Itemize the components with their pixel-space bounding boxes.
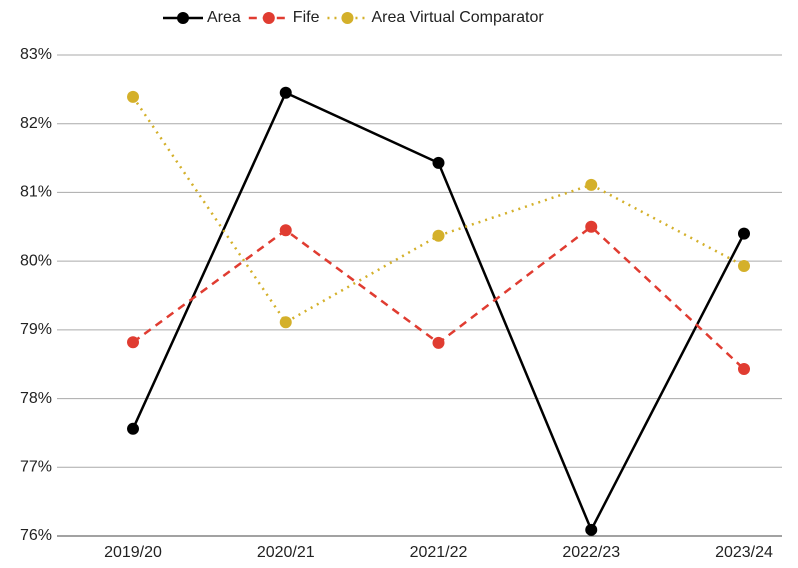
data-point [432,229,445,242]
data-point [279,316,292,329]
y-tick-label: 82% [20,115,52,132]
data-point [738,227,750,240]
y-tick-label: 76% [20,527,52,544]
legend-label: Area [207,9,241,26]
y-tick-label: 79% [20,321,52,338]
data-point [279,224,292,237]
data-point [127,422,139,435]
y-tick-label: 83% [20,46,52,63]
data-point [585,220,598,233]
data-point [738,363,750,376]
legend-label: Area Virtual Comparator [371,9,544,26]
y-tick-label: 78% [20,390,52,407]
legend-swatch-marker [262,12,275,24]
legend-label: Fife [293,9,320,26]
data-point [279,86,292,99]
y-tick-label: 81% [20,184,52,201]
y-tick-label: 80% [20,252,52,269]
data-point [585,523,598,536]
y-tick-label: 77% [20,459,52,476]
data-point [585,178,598,191]
legend-swatch-marker [341,12,354,24]
x-tick-label: 2023/24 [715,544,773,561]
data-point [432,336,445,349]
data-point [738,259,750,272]
data-point [432,156,445,169]
data-point [127,336,139,349]
x-tick-label: 2020/21 [257,544,315,561]
legend-swatch-marker [177,12,189,24]
x-tick-label: 2021/22 [410,544,468,561]
series-line [131,96,745,324]
x-tick-label: 2019/20 [104,544,162,561]
x-tick-label: 2022/23 [562,544,620,561]
data-point [127,90,139,103]
